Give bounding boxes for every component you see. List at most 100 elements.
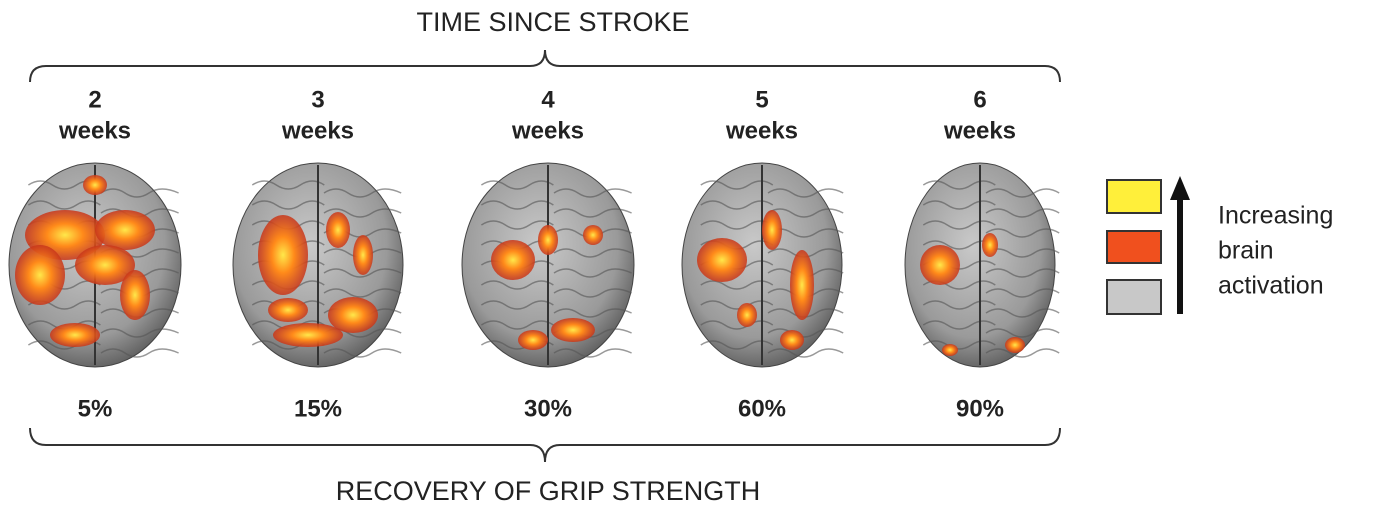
- activation-blob: [491, 240, 535, 280]
- sulcus: [553, 308, 632, 318]
- sulcus: [100, 348, 179, 358]
- legend-text: Increasing: [1218, 202, 1333, 230]
- sulcus: [553, 188, 632, 198]
- sulcus: [985, 228, 1060, 238]
- top-brace: [29, 49, 1061, 83]
- activation-blob: [328, 297, 378, 333]
- sulcus: [553, 268, 632, 278]
- sulcus: [700, 280, 774, 290]
- sulcus: [323, 288, 402, 298]
- activation-blob: [268, 298, 308, 322]
- activation-blob: [75, 245, 135, 285]
- activation-blob: [737, 303, 757, 327]
- panel-unit: weeks: [281, 117, 354, 144]
- sulcus: [767, 188, 844, 198]
- activation-blob: [518, 330, 548, 350]
- activation-blob: [50, 323, 100, 347]
- activation-blob: [353, 235, 373, 275]
- sulcus: [985, 188, 1060, 198]
- sulcus: [922, 300, 996, 310]
- panel-unit: weeks: [725, 117, 798, 144]
- sulcus: [985, 308, 1060, 318]
- sulcus: [480, 220, 554, 230]
- sulcus: [700, 180, 774, 190]
- sulcus: [985, 268, 1060, 278]
- sulcus: [251, 200, 325, 210]
- activation-blob: [258, 215, 308, 295]
- activation-blob: [273, 323, 343, 347]
- panel-unit: weeks: [511, 117, 584, 144]
- activation-blob: [583, 225, 603, 245]
- sulcus: [922, 320, 996, 330]
- top-title: TIME SINCE STROKE: [416, 7, 689, 37]
- sulcus: [480, 320, 554, 330]
- panel-number: 4: [541, 86, 555, 113]
- activation-blob: [551, 318, 595, 342]
- activation-blob: [15, 245, 65, 305]
- sulcus: [100, 188, 179, 198]
- sulcus: [323, 208, 402, 218]
- bottom-brace: [29, 427, 1061, 463]
- sulcus: [922, 200, 996, 210]
- sulcus: [985, 328, 1060, 338]
- panel-number: 3: [311, 86, 324, 113]
- legend-high: [1106, 179, 1162, 214]
- panel-number: 5: [755, 86, 768, 113]
- activation-blob: [942, 344, 958, 356]
- sulcus: [985, 208, 1060, 218]
- activation-blob: [780, 330, 804, 350]
- sulcus: [700, 340, 774, 350]
- panels: 2 weeks 5% 3 weeks 15% 4 weeks 30% 5 weeks 60% 6 week…: [8, 86, 1060, 422]
- legend-mid: [1106, 230, 1162, 264]
- activation-blob: [120, 270, 150, 320]
- activation-blob: [982, 233, 998, 257]
- sulcus: [922, 340, 996, 350]
- activation-blob: [83, 175, 107, 195]
- sulcus: [985, 288, 1060, 298]
- panel-unit: weeks: [58, 117, 131, 144]
- sulcus: [700, 220, 774, 230]
- activation-blob: [1005, 337, 1025, 353]
- activation-blob: [326, 212, 350, 248]
- panel-number: 2: [88, 86, 101, 113]
- sulcus: [251, 180, 325, 190]
- sulcus: [700, 320, 774, 330]
- recovery-label: 5%: [78, 395, 113, 422]
- bottom-title: RECOVERY OF GRIP STRENGTH: [336, 476, 761, 506]
- activation-blob: [538, 225, 558, 255]
- activation-blob: [762, 210, 782, 250]
- panel-unit: weeks: [943, 117, 1016, 144]
- sulcus: [480, 300, 554, 310]
- sulcus: [922, 220, 996, 230]
- recovery-label: 15%: [294, 395, 342, 422]
- sulcus: [767, 328, 844, 338]
- sulcus: [323, 348, 402, 358]
- recovery-label: 30%: [524, 395, 572, 422]
- sulcus: [323, 188, 402, 198]
- sulcus: [767, 208, 844, 218]
- recovery-label: 90%: [956, 395, 1004, 422]
- sulcus: [553, 208, 632, 218]
- sulcus: [985, 348, 1060, 358]
- sulcus: [985, 248, 1060, 258]
- activation-blob: [697, 238, 747, 282]
- sulcus: [553, 288, 632, 298]
- sulcus: [700, 300, 774, 310]
- sulcus: [27, 200, 101, 210]
- recovery-label: 60%: [738, 395, 786, 422]
- legend-arrow-head: [1170, 176, 1190, 200]
- activation-blob: [95, 210, 155, 250]
- sulcus: [323, 268, 402, 278]
- sulcus: [767, 348, 844, 358]
- legend-text: brain: [1218, 237, 1274, 265]
- legend-low: [1106, 279, 1162, 315]
- sulcus: [100, 328, 179, 338]
- sulcus: [553, 248, 632, 258]
- sulcus: [700, 200, 774, 210]
- sulcus: [480, 280, 554, 290]
- panel-number: 6: [973, 86, 986, 113]
- sulcus: [480, 180, 554, 190]
- sulcus: [480, 200, 554, 210]
- activation-blob: [920, 245, 960, 285]
